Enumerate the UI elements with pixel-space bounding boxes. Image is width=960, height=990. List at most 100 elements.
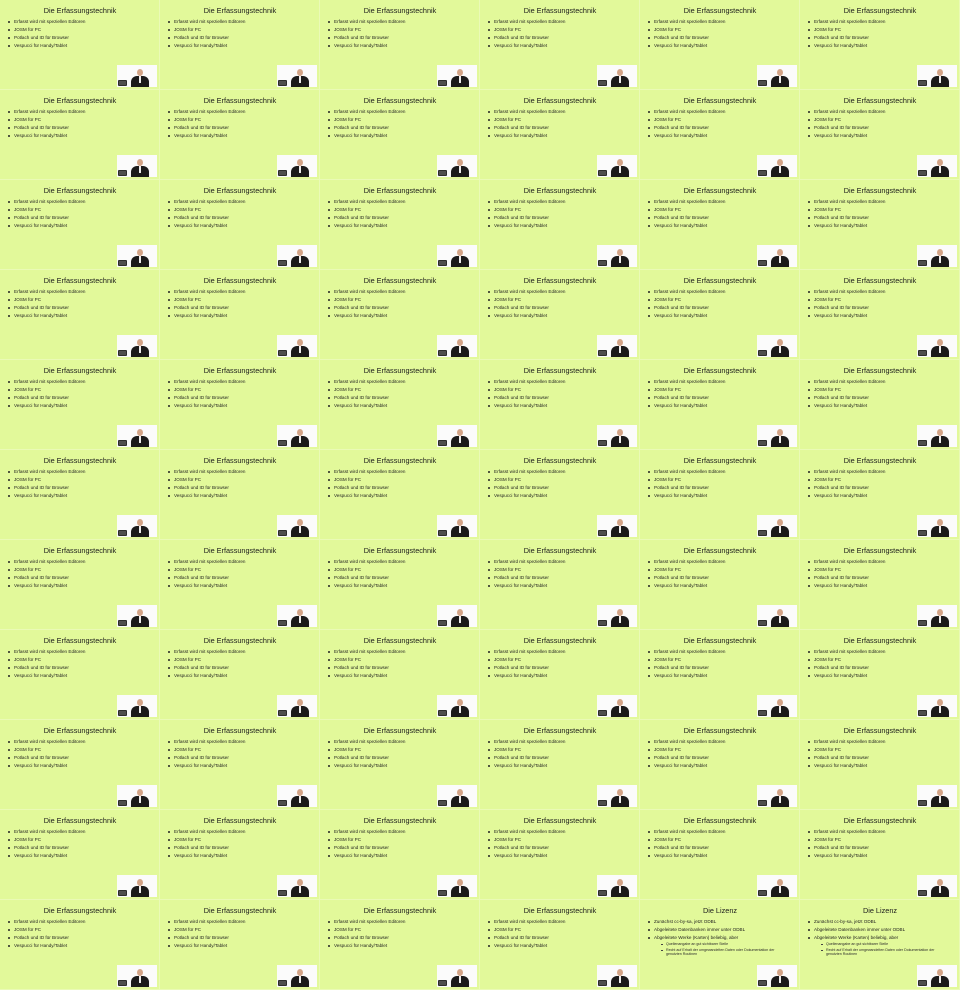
video-thumbnail	[117, 335, 157, 357]
presenter-head	[137, 159, 143, 166]
slide-thumbnail-23[interactable]: Die Erfassungstechnik Erfasst wird mit s…	[640, 270, 800, 360]
slide-thumbnail-38[interactable]: Die Erfassungstechnik Erfasst wird mit s…	[160, 540, 320, 630]
slide-thumbnail-39[interactable]: Die Erfassungstechnik Erfasst wird mit s…	[320, 540, 480, 630]
slide-thumbnail-62[interactable]: Die Erfassungstechnik Erfasst wird mit s…	[160, 900, 320, 990]
slide-thumbnail-63[interactable]: Die Erfassungstechnik Erfasst wird mit s…	[320, 900, 480, 990]
slide-thumbnail-52[interactable]: Die Erfassungstechnik Erfasst wird mit s…	[480, 720, 640, 810]
slide-thumbnail-53[interactable]: Die Erfassungstechnik Erfasst wird mit s…	[640, 720, 800, 810]
slide-thumbnail-35[interactable]: Die Erfassungstechnik Erfasst wird mit s…	[640, 450, 800, 540]
slide-thumbnail-34[interactable]: Die Erfassungstechnik Erfasst wird mit s…	[480, 450, 640, 540]
slide-thumbnail-49[interactable]: Die Erfassungstechnik Erfasst wird mit s…	[0, 720, 160, 810]
slide-thumbnail-45[interactable]: Die Erfassungstechnik Erfasst wird mit s…	[320, 630, 480, 720]
slide-thumbnail-41[interactable]: Die Erfassungstechnik Erfasst wird mit s…	[640, 540, 800, 630]
slide-thumbnail-57[interactable]: Die Erfassungstechnik Erfasst wird mit s…	[320, 810, 480, 900]
bullet-item: Vespucci für Handy/Tablet	[8, 493, 156, 499]
slide-thumbnail-58[interactable]: Die Erfassungstechnik Erfasst wird mit s…	[480, 810, 640, 900]
slide-thumbnail-22[interactable]: Die Erfassungstechnik Erfasst wird mit s…	[480, 270, 640, 360]
slide-thumbnail-32[interactable]: Die Erfassungstechnik Erfasst wird mit s…	[160, 450, 320, 540]
bullet-item: Erfasst wird mit speziellen Editoren	[808, 739, 956, 745]
bullet-item: Vespucci für Handy/Tablet	[168, 223, 316, 229]
bullet-item: JOSM für PC	[168, 27, 316, 33]
slide-thumbnail-65[interactable]: Die Lizenz Zunächst cc-by-sa, jetzt ODBL…	[640, 900, 800, 990]
bullet-list: Erfasst wird mit speziellen Editoren JOSM…	[328, 829, 476, 861]
presenter-head	[937, 159, 943, 166]
slide-thumbnail-43[interactable]: Die Erfassungstechnik Erfasst wird mit s…	[0, 630, 160, 720]
slide-thumbnail-16[interactable]: Die Erfassungstechnik Erfasst wird mit s…	[480, 180, 640, 270]
bullet-item: Vespucci für Handy/Tablet	[808, 313, 956, 319]
bullet-item: JOSM für PC	[488, 927, 636, 933]
slide-thumbnail-3[interactable]: Die Erfassungstechnik Erfasst wird mit s…	[320, 0, 480, 90]
presenter-head	[777, 609, 783, 616]
video-thumbnail	[117, 875, 157, 897]
slide-thumbnail-29[interactable]: Die Erfassungstechnik Erfasst wird mit s…	[640, 360, 800, 450]
presenter-tie	[939, 616, 941, 623]
slide-title: Die Erfassungstechnik	[683, 546, 757, 555]
slide-thumbnail-61[interactable]: Die Erfassungstechnik Erfasst wird mit s…	[0, 900, 160, 990]
presenter-tie	[459, 526, 461, 533]
slide-thumbnail-60[interactable]: Die Erfassungstechnik Erfasst wird mit s…	[800, 810, 960, 900]
bullet-list: Erfasst wird mit speziellen Editoren JOSM…	[648, 19, 796, 51]
bullet-item: Erfasst wird mit speziellen Editoren	[8, 829, 156, 835]
slide-thumbnail-28[interactable]: Die Erfassungstechnik Erfasst wird mit s…	[480, 360, 640, 450]
slide-thumbnail-25[interactable]: Die Erfassungstechnik Erfasst wird mit s…	[0, 360, 160, 450]
slide-thumbnail-2[interactable]: Die Erfassungstechnik Erfasst wird mit s…	[160, 0, 320, 90]
slide-thumbnail-51[interactable]: Die Erfassungstechnik Erfasst wird mit s…	[320, 720, 480, 810]
presenter-head	[937, 429, 943, 436]
presenter-head	[457, 339, 463, 346]
slide-thumbnail-30[interactable]: Die Erfassungstechnik Erfasst wird mit s…	[800, 360, 960, 450]
slide-thumbnail-11[interactable]: Die Erfassungstechnik Erfasst wird mit s…	[640, 90, 800, 180]
slide-thumbnail-42[interactable]: Die Erfassungstechnik Erfasst wird mit s…	[800, 540, 960, 630]
slide-thumbnail-19[interactable]: Die Erfassungstechnik Erfasst wird mit s…	[0, 270, 160, 360]
slide-thumbnail-59[interactable]: Die Erfassungstechnik Erfasst wird mit s…	[640, 810, 800, 900]
slide-thumbnail-26[interactable]: Die Erfassungstechnik Erfasst wird mit s…	[160, 360, 320, 450]
bullet-list: Erfasst wird mit speziellen Editoren JOSM…	[488, 109, 636, 141]
slide-thumbnail-56[interactable]: Die Erfassungstechnik Erfasst wird mit s…	[160, 810, 320, 900]
slide-thumbnail-31[interactable]: Die Erfassungstechnik Erfasst wird mit s…	[0, 450, 160, 540]
bullet-item: Erfasst wird mit speziellen Editoren	[488, 649, 636, 655]
slide-thumbnail-9[interactable]: Die Erfassungstechnik Erfasst wird mit s…	[320, 90, 480, 180]
slide-thumbnail-18[interactable]: Die Erfassungstechnik Erfasst wird mit s…	[800, 180, 960, 270]
slide-thumbnail-50[interactable]: Die Erfassungstechnik Erfasst wird mit s…	[160, 720, 320, 810]
slide-thumbnail-6[interactable]: Die Erfassungstechnik Erfasst wird mit s…	[800, 0, 960, 90]
slide-thumbnail-33[interactable]: Die Erfassungstechnik Erfasst wird mit s…	[320, 450, 480, 540]
slide-thumbnail-48[interactable]: Die Erfassungstechnik Erfasst wird mit s…	[800, 630, 960, 720]
slide-thumbnail-7[interactable]: Die Erfassungstechnik Erfasst wird mit s…	[0, 90, 160, 180]
slide-thumbnail-5[interactable]: Die Erfassungstechnik Erfasst wird mit s…	[640, 0, 800, 90]
slide-thumbnail-13[interactable]: Die Erfassungstechnik Erfasst wird mit s…	[0, 180, 160, 270]
slide-thumbnail-14[interactable]: Die Erfassungstechnik Erfasst wird mit s…	[160, 180, 320, 270]
slide-thumbnail-46[interactable]: Die Erfassungstechnik Erfasst wird mit s…	[480, 630, 640, 720]
slide-thumbnail-54[interactable]: Die Erfassungstechnik Erfasst wird mit s…	[800, 720, 960, 810]
bullet-item: Erfasst wird mit speziellen Editoren	[328, 649, 476, 655]
presenter-tie	[139, 256, 141, 263]
bullet-item: Erfasst wird mit speziellen Editoren	[648, 109, 796, 115]
slide-thumbnail-12[interactable]: Die Erfassungstechnik Erfasst wird mit s…	[800, 90, 960, 180]
slide-thumbnail-21[interactable]: Die Erfassungstechnik Erfasst wird mit s…	[320, 270, 480, 360]
slide-thumbnail-44[interactable]: Die Erfassungstechnik Erfasst wird mit s…	[160, 630, 320, 720]
bullet-item: Potlach und ID für Browser	[168, 395, 316, 401]
laptop-icon	[918, 260, 927, 266]
presenter-head	[457, 519, 463, 526]
slide-thumbnail-1[interactable]: Die Erfassungstechnik Erfasst wird mit s…	[0, 0, 160, 90]
slide-thumbnail-10[interactable]: Die Erfassungstechnik Erfasst wird mit s…	[480, 90, 640, 180]
slide-thumbnail-4[interactable]: Die Erfassungstechnik Erfasst wird mit s…	[480, 0, 640, 90]
slide-thumbnail-24[interactable]: Die Erfassungstechnik Erfasst wird mit s…	[800, 270, 960, 360]
presenter-tie	[459, 76, 461, 83]
bullet-item: Potlach und ID für Browser	[168, 35, 316, 41]
slide-thumbnail-17[interactable]: Die Erfassungstechnik Erfasst wird mit s…	[640, 180, 800, 270]
slide-thumbnail-8[interactable]: Die Erfassungstechnik Erfasst wird mit s…	[160, 90, 320, 180]
slide-thumbnail-40[interactable]: Die Erfassungstechnik Erfasst wird mit s…	[480, 540, 640, 630]
slide-thumbnail-64[interactable]: Die Erfassungstechnik Erfasst wird mit s…	[480, 900, 640, 990]
slide-thumbnail-36[interactable]: Die Erfassungstechnik Erfasst wird mit s…	[800, 450, 960, 540]
bullet-list: Erfasst wird mit speziellen Editoren JOSM…	[488, 379, 636, 411]
slide-thumbnail-37[interactable]: Die Erfassungstechnik Erfasst wird mit s…	[0, 540, 160, 630]
bullet-item: Vespucci für Handy/Tablet	[648, 763, 796, 769]
slide-thumbnail-27[interactable]: Die Erfassungstechnik Erfasst wird mit s…	[320, 360, 480, 450]
bullet-list: Erfasst wird mit speziellen Editoren JOSM…	[488, 649, 636, 681]
slide-thumbnail-15[interactable]: Die Erfassungstechnik Erfasst wird mit s…	[320, 180, 480, 270]
presenter-tie	[619, 706, 621, 713]
slide-thumbnail-66[interactable]: Die Lizenz Zunächst cc-by-sa, jetzt ODBL…	[800, 900, 960, 990]
bullet-item: Vespucci für Handy/Tablet	[488, 223, 636, 229]
slide-thumbnail-47[interactable]: Die Erfassungstechnik Erfasst wird mit s…	[640, 630, 800, 720]
slide-thumbnail-20[interactable]: Die Erfassungstechnik Erfasst wird mit s…	[160, 270, 320, 360]
slide-thumbnail-55[interactable]: Die Erfassungstechnik Erfasst wird mit s…	[0, 810, 160, 900]
